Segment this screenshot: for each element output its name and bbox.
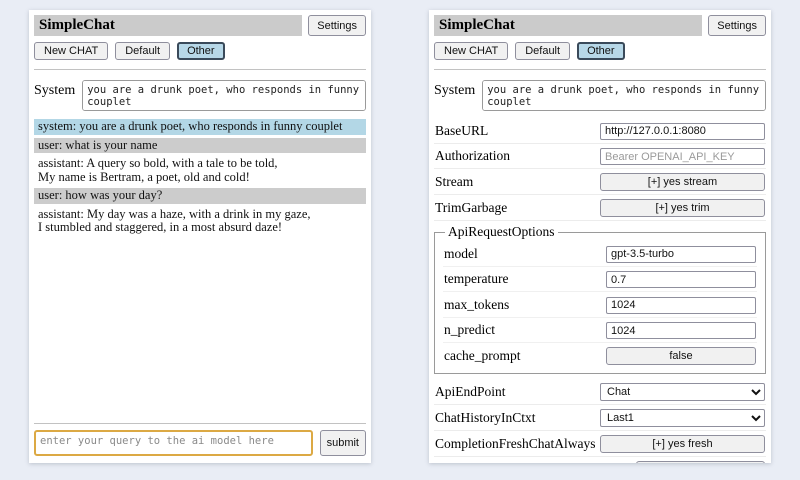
apiendpoint-select[interactable]: Chat xyxy=(600,383,765,401)
setting-row-model: model xyxy=(443,242,757,267)
system-label: System xyxy=(434,83,476,98)
temperature-label: temperature xyxy=(444,271,509,287)
model-label: model xyxy=(444,245,478,261)
setting-row-completionfreshchatalways: CompletionFreshChatAlways [+] yes fresh xyxy=(434,432,766,457)
system-prompt-row: System you are a drunk poet, who respond… xyxy=(434,80,766,111)
chat-panel: SimpleChat Settings New CHAT Default Oth… xyxy=(29,10,371,463)
session-button-default[interactable]: Default xyxy=(515,42,571,60)
completioninsertstandardroleprefix-label: CompletionInsertStandardRolePrefix xyxy=(435,462,636,463)
n-predict-input[interactable] xyxy=(606,322,756,339)
divider xyxy=(434,69,766,70)
stream-toggle-button[interactable]: [+] yes stream xyxy=(600,173,765,191)
setting-row-authorization: Authorization xyxy=(434,145,766,169)
authorization-input[interactable] xyxy=(600,148,765,165)
new-chat-button[interactable]: New CHAT xyxy=(34,42,109,60)
max-tokens-input[interactable] xyxy=(606,296,756,314)
max-tokens-label: max_tokens xyxy=(444,296,510,312)
api-request-options-legend: ApiRequestOptions xyxy=(448,224,555,239)
system-label: System xyxy=(34,83,76,98)
authorization-label: Authorization xyxy=(435,148,510,164)
chat-message-user: user: what is your name xyxy=(34,137,366,153)
divider xyxy=(34,69,366,70)
api-request-options-fieldset: ApiRequestOptions model temperature max_… xyxy=(434,224,766,374)
setting-row-completioninsertstandardroleprefix: CompletionInsertStandardRolePrefix [-] d… xyxy=(434,458,766,463)
trimgarbage-label: TrimGarbage xyxy=(435,200,508,215)
model-input[interactable] xyxy=(606,245,756,263)
cache-prompt-toggle-button[interactable]: false xyxy=(606,347,756,365)
setting-row-max-tokens: max_tokens xyxy=(443,293,757,318)
divider xyxy=(34,423,366,424)
n-predict-label: n_predict xyxy=(444,322,495,338)
setting-row-n-predict: n_predict xyxy=(443,319,757,343)
trimgarbage-toggle-button[interactable]: [+] yes trim xyxy=(600,199,765,217)
chathistoryinctxt-select[interactable]: Last1 xyxy=(600,409,765,427)
settings-button[interactable]: Settings xyxy=(308,15,366,36)
header: SimpleChat Settings xyxy=(34,15,366,36)
submit-button[interactable]: submit xyxy=(319,430,366,456)
chat-messages: system: you are a drunk poet, who respon… xyxy=(34,119,366,421)
new-chat-button[interactable]: New CHAT xyxy=(434,42,509,60)
settings-button[interactable]: Settings xyxy=(708,15,766,36)
chat-message-assistant: assistant: My day was a haze, with a dri… xyxy=(38,206,311,234)
settings-panel: SimpleChat Settings New CHAT Default Oth… xyxy=(429,10,771,463)
session-button-other[interactable]: Other xyxy=(177,42,225,60)
chat-message-system: system: you are a drunk poet, who respon… xyxy=(34,119,366,135)
temperature-input[interactable] xyxy=(606,271,756,288)
setting-row-temperature: temperature xyxy=(443,268,757,292)
setting-row-stream: Stream [+] yes stream xyxy=(434,170,766,195)
chat-message-user: user: how was your day? xyxy=(34,188,366,204)
apiendpoint-label: ApiEndPoint xyxy=(435,384,506,399)
completioninsertstandardroleprefix-toggle-button[interactable]: [-] dont insert xyxy=(635,461,765,463)
baseurl-label: BaseURL xyxy=(435,122,489,138)
setting-row-apiendpoint: ApiEndPoint Chat xyxy=(434,380,766,405)
session-buttons: New CHAT Default Other xyxy=(34,42,366,60)
session-button-default[interactable]: Default xyxy=(115,42,171,60)
header: SimpleChat Settings xyxy=(434,15,766,36)
completionfreshchatalways-toggle-button[interactable]: [+] yes fresh xyxy=(600,435,765,453)
query-input[interactable] xyxy=(34,430,313,456)
system-prompt-input[interactable]: you are a drunk poet, who responds in fu… xyxy=(82,80,366,111)
cache-prompt-label: cache_prompt xyxy=(444,348,521,363)
system-prompt-input[interactable]: you are a drunk poet, who responds in fu… xyxy=(482,80,766,111)
chathistoryinctxt-label: ChatHistoryInCtxt xyxy=(435,410,536,425)
session-button-other[interactable]: Other xyxy=(577,42,625,60)
setting-row-baseurl: BaseURL xyxy=(434,119,766,144)
stream-label: Stream xyxy=(435,174,474,189)
setting-row-trimgarbage: TrimGarbage [+] yes trim xyxy=(434,196,766,221)
setting-row-cache-prompt: cache_prompt false xyxy=(443,344,757,368)
settings-form: BaseURL Authorization Stream [+] yes str… xyxy=(434,119,766,463)
app-title: SimpleChat xyxy=(34,15,303,36)
baseurl-input[interactable] xyxy=(600,122,765,140)
chat-message-assistant: assistant: A query so bold, with a tale … xyxy=(38,156,278,184)
completionfreshchatalways-label: CompletionFreshChatAlways xyxy=(435,436,596,451)
setting-row-chathistoryinctxt: ChatHistoryInCtxt Last1 xyxy=(434,406,766,431)
session-buttons: New CHAT Default Other xyxy=(434,42,766,60)
system-prompt-row: System you are a drunk poet, who respond… xyxy=(34,80,366,111)
app-title: SimpleChat xyxy=(434,15,703,36)
query-footer: submit xyxy=(34,421,366,458)
